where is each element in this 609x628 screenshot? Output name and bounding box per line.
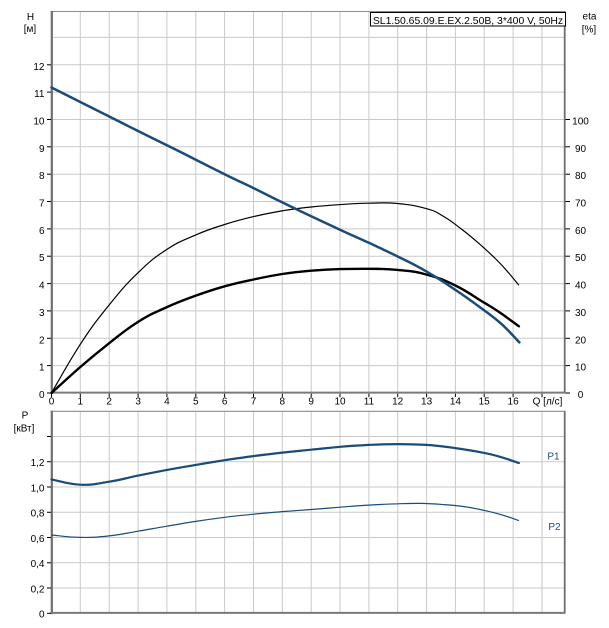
svg-text:0: 0 <box>39 390 45 401</box>
svg-text:H: H <box>27 12 34 23</box>
svg-text:13: 13 <box>421 397 433 408</box>
svg-text:0: 0 <box>39 610 45 621</box>
svg-text:0,6: 0,6 <box>31 534 45 545</box>
svg-text:10: 10 <box>575 363 587 374</box>
svg-text:Q [л/с]: Q [л/с] <box>533 397 563 408</box>
svg-text:7: 7 <box>39 199 45 210</box>
svg-text:7: 7 <box>251 397 257 408</box>
svg-text:11: 11 <box>34 89 45 100</box>
svg-text:40: 40 <box>575 281 587 292</box>
svg-text:3: 3 <box>39 308 45 319</box>
svg-text:SL1.50.65.09.E.EX.2.50B, 3*400: SL1.50.65.09.E.EX.2.50B, 3*400 V, 50Hz <box>373 16 563 27</box>
svg-text:0,4: 0,4 <box>31 559 45 570</box>
svg-text:14: 14 <box>450 397 462 408</box>
svg-text:[кВт]: [кВт] <box>14 424 35 435</box>
svg-text:[м]: [м] <box>24 24 37 35</box>
svg-text:0: 0 <box>578 390 584 401</box>
svg-text:1: 1 <box>78 397 84 408</box>
svg-text:6: 6 <box>222 397 228 408</box>
svg-text:5: 5 <box>193 397 199 408</box>
svg-text:9: 9 <box>39 144 45 155</box>
svg-text:16: 16 <box>508 397 520 408</box>
svg-text:11: 11 <box>364 397 375 408</box>
svg-text:10: 10 <box>33 117 45 128</box>
svg-text:20: 20 <box>575 335 587 346</box>
svg-text:1,2: 1,2 <box>31 458 45 469</box>
svg-text:70: 70 <box>575 199 587 210</box>
svg-text:3: 3 <box>135 397 141 408</box>
svg-text:eta: eta <box>583 12 597 23</box>
svg-text:2: 2 <box>106 397 112 408</box>
svg-text:9: 9 <box>308 397 314 408</box>
svg-text:8: 8 <box>39 171 45 182</box>
svg-text:90: 90 <box>575 144 587 155</box>
svg-text:0: 0 <box>49 397 55 408</box>
svg-text:30: 30 <box>575 308 587 319</box>
svg-text:12: 12 <box>33 62 45 73</box>
svg-text:0,8: 0,8 <box>31 509 45 520</box>
svg-text:12: 12 <box>392 397 404 408</box>
svg-text:4: 4 <box>39 281 45 292</box>
svg-text:0,2: 0,2 <box>31 584 45 595</box>
svg-text:P1: P1 <box>547 452 560 463</box>
svg-text:P2: P2 <box>548 522 561 533</box>
svg-text:80: 80 <box>575 171 587 182</box>
svg-text:15: 15 <box>479 397 491 408</box>
svg-text:8: 8 <box>280 397 286 408</box>
svg-text:4: 4 <box>164 397 170 408</box>
svg-text:P: P <box>22 411 29 422</box>
svg-text:2: 2 <box>39 335 45 346</box>
svg-text:100: 100 <box>572 117 589 128</box>
svg-text:10: 10 <box>334 397 346 408</box>
svg-text:60: 60 <box>575 226 587 237</box>
svg-text:1: 1 <box>39 363 45 374</box>
svg-text:6: 6 <box>39 226 45 237</box>
svg-text:[%]: [%] <box>582 25 597 36</box>
svg-text:50: 50 <box>575 253 587 264</box>
svg-text:5: 5 <box>39 253 45 264</box>
svg-text:1,0: 1,0 <box>31 483 45 494</box>
